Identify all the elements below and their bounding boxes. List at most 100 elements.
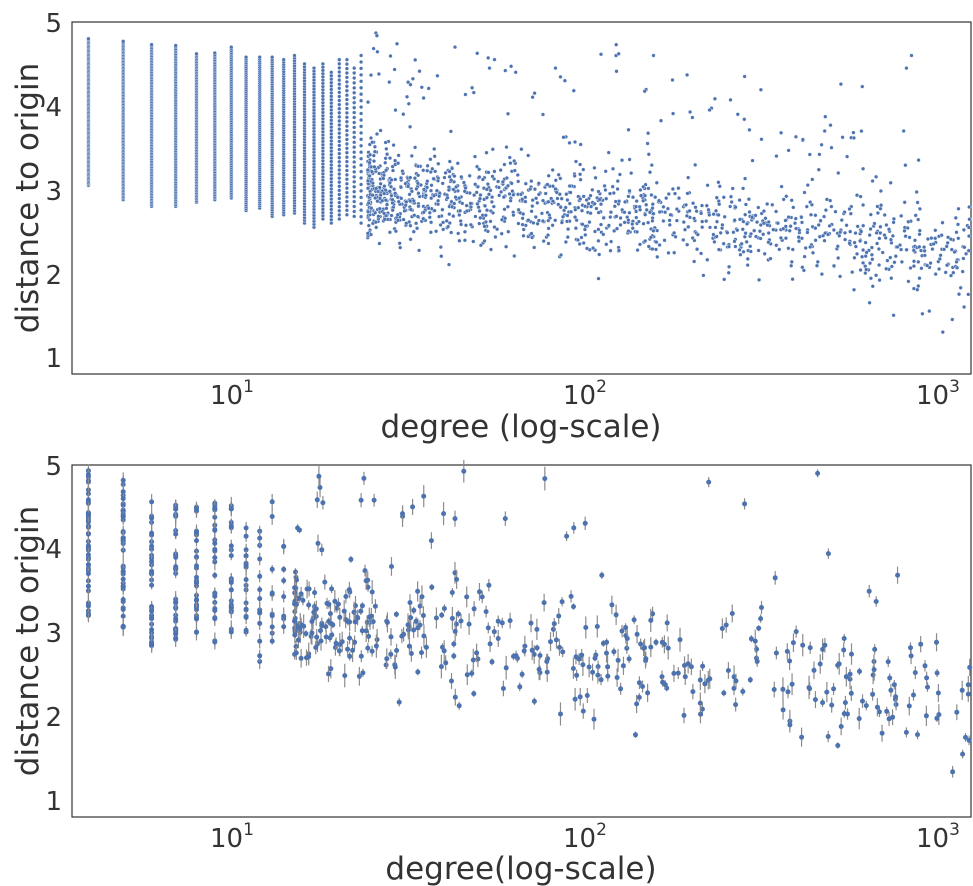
data-point-45 [85, 512, 91, 518]
data-point-1873 [390, 168, 396, 173]
data-point-1360 [352, 75, 357, 81]
data-point-2386 [598, 222, 604, 227]
data-point-254 [243, 577, 249, 583]
data-point-422 [807, 686, 813, 692]
data-point-2080 [377, 185, 382, 190]
data-point-412 [541, 600, 547, 606]
data-point-2754 [704, 203, 709, 208]
data-point-2859 [867, 300, 872, 305]
data-point-687 [366, 614, 372, 620]
data-point-472 [758, 616, 764, 622]
data-point-1987 [878, 206, 883, 211]
data-point-2721 [674, 207, 679, 212]
data-point-2307 [461, 180, 466, 185]
data-point-153 [173, 564, 179, 570]
data-point-1449 [488, 219, 493, 224]
data-point-1461 [876, 246, 881, 252]
data-point-2775 [496, 179, 501, 184]
data-point-1728 [432, 208, 437, 213]
data-point-2149 [878, 230, 883, 236]
data-point-2720 [686, 175, 691, 180]
data-point-1287 [337, 90, 342, 95]
data-point-2589 [670, 186, 675, 192]
data-point-582 [365, 645, 371, 651]
data-point-847 [257, 55, 262, 60]
data-point-1334 [352, 204, 357, 209]
data-point-2702 [901, 128, 906, 134]
data-point-505 [337, 614, 343, 620]
data-point-2158 [803, 245, 808, 251]
data-point-1829 [844, 223, 849, 228]
data-point-2556 [488, 247, 494, 252]
data-point-1559 [773, 209, 779, 214]
data-point-661 [348, 556, 354, 562]
data-point-39 [85, 562, 91, 568]
data-point-2529 [903, 163, 908, 168]
data-point-1732 [647, 170, 653, 175]
data-point-2192 [449, 230, 454, 235]
data-point-2107 [467, 173, 472, 178]
data-point-447 [848, 690, 854, 696]
data-point-2409 [840, 135, 845, 140]
data-point-2752 [933, 272, 938, 277]
data-point-1255 [329, 70, 334, 75]
data-point-1485 [953, 215, 958, 220]
data-point-1959 [432, 146, 437, 152]
data-point-672 [568, 593, 574, 599]
data-point-1683 [564, 192, 569, 197]
data-point-2553 [447, 169, 452, 174]
data-point-1823 [447, 159, 452, 164]
data-point-689 [773, 650, 779, 656]
data-point-1754 [529, 179, 534, 184]
data-point-1809 [684, 72, 690, 77]
data-point-1337 [352, 189, 357, 194]
data-point-1381 [359, 104, 364, 110]
data-point-2015 [956, 236, 961, 241]
data-point-2761 [643, 182, 648, 187]
data-point-436 [438, 664, 444, 670]
data-point-2205 [756, 277, 762, 282]
data-point-1668 [859, 254, 865, 259]
data-point-325 [824, 689, 830, 695]
data-point-1521 [610, 184, 615, 189]
data-point-2139 [861, 223, 866, 228]
top-xtick-1000-exp: 3 [949, 377, 960, 397]
data-point-1702 [875, 204, 880, 209]
data-point-575 [328, 621, 334, 627]
data-point-2664 [559, 220, 564, 225]
data-point-81 [120, 514, 126, 520]
data-point-1516 [634, 199, 639, 204]
data-point-2689 [646, 244, 651, 249]
data-point-648 [301, 623, 307, 629]
data-point-250 [243, 525, 249, 531]
data-point-2411 [868, 226, 873, 232]
data-point-2148 [563, 205, 568, 210]
data-point-630 [579, 652, 585, 658]
data-point-2294 [705, 183, 710, 188]
data-point-2125 [735, 112, 740, 117]
data-point-1971 [907, 235, 912, 240]
data-point-1377 [359, 130, 364, 135]
data-point-446 [342, 673, 348, 679]
data-point-1904 [874, 230, 879, 235]
data-point-1661 [884, 222, 889, 228]
data-point-1420 [726, 264, 732, 269]
data-point-2602 [485, 229, 490, 234]
data-point-2359 [668, 212, 673, 217]
data-point-2235 [598, 202, 604, 207]
data-point-2357 [477, 208, 482, 214]
data-point-2310 [590, 246, 596, 251]
data-point-1861 [387, 156, 393, 161]
data-point-2320 [378, 181, 383, 186]
data-point-2753 [793, 134, 798, 139]
data-point-1353 [352, 110, 357, 115]
data-point-707 [618, 686, 624, 692]
data-point-2367 [732, 239, 737, 244]
data-point-1395 [459, 222, 464, 227]
data-point-409 [860, 698, 865, 704]
data-point-663 [313, 645, 319, 650]
data-point-500 [885, 659, 891, 665]
data-point-1664 [891, 216, 896, 221]
data-point-303 [829, 702, 835, 708]
data-point-1587 [774, 243, 779, 248]
